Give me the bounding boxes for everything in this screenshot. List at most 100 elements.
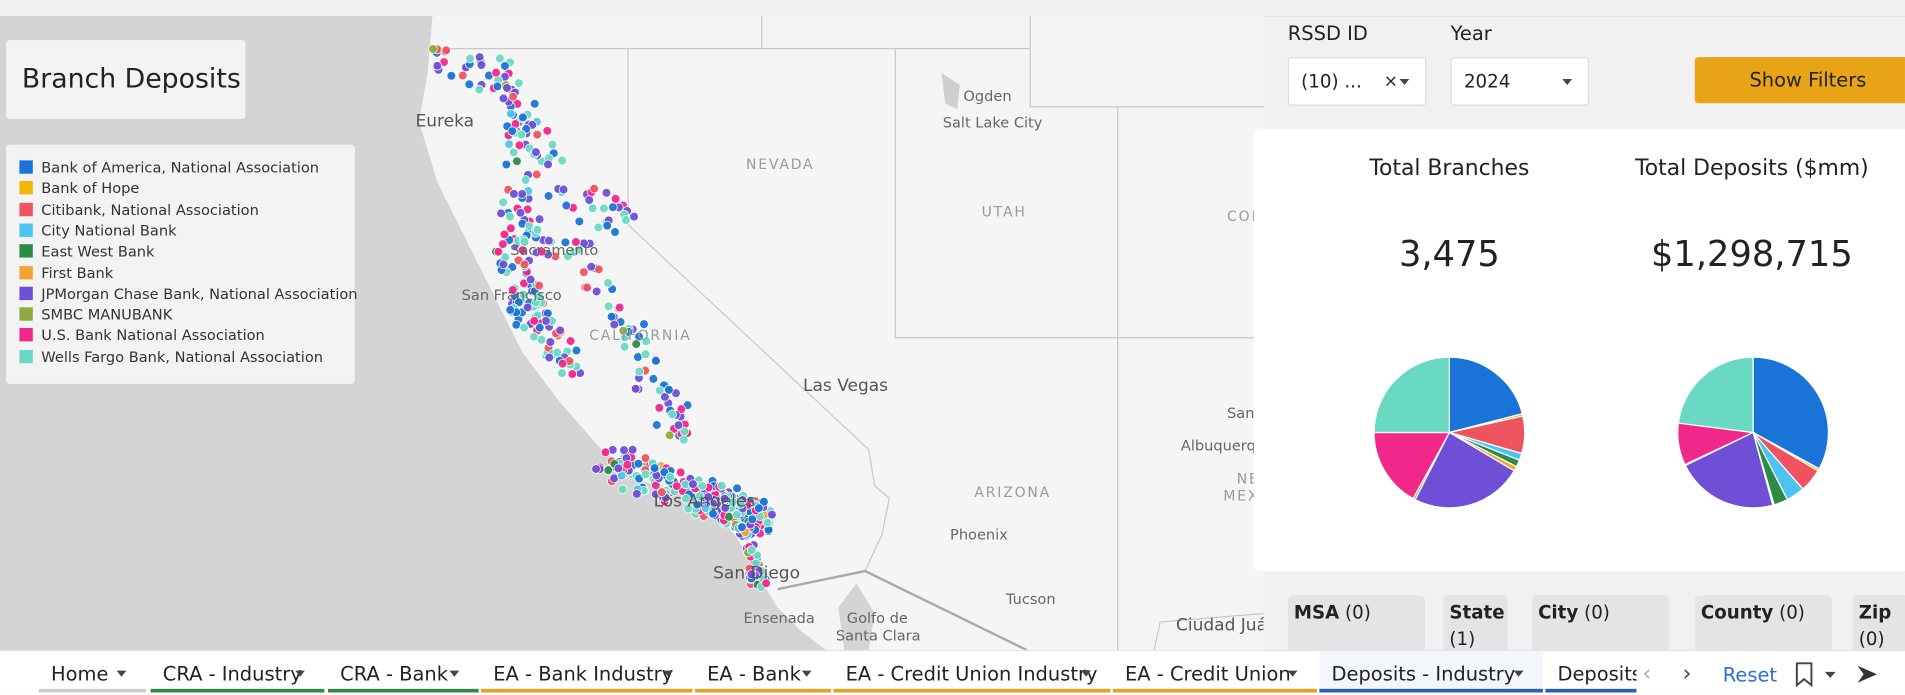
reset-link[interactable]: Reset xyxy=(1722,663,1778,687)
branch-dot xyxy=(524,221,535,231)
branch-dot xyxy=(520,175,531,185)
map-labels: Eureka Sacramento San Francisco NEVADA Ogden… xyxy=(415,88,1263,644)
branch-dot xyxy=(679,435,689,445)
branch-dot xyxy=(589,183,599,194)
filter-card[interactable]: City (0) xyxy=(1531,595,1670,657)
branch-dot xyxy=(641,336,651,347)
tab[interactable]: Deposits xyxy=(1545,651,1637,693)
filter-card[interactable]: MSA (0) xyxy=(1287,595,1426,657)
legend-item: Wells Fargo Bank, National Association xyxy=(19,348,323,365)
pie-slice xyxy=(1448,356,1524,434)
legend-swatch xyxy=(19,265,33,279)
tab-label: CRA - Bank xyxy=(340,662,448,686)
filter-card[interactable]: Zip (0) xyxy=(1852,595,1905,657)
branch-dot xyxy=(586,262,596,272)
branch-dot xyxy=(627,445,638,455)
branch-dot xyxy=(552,347,563,358)
year-select[interactable]: 2024 xyxy=(1450,57,1590,106)
branch-dot xyxy=(649,463,660,473)
legend-item: First Bank xyxy=(19,264,113,281)
branch-dot xyxy=(532,224,543,235)
filter-name: State xyxy=(1449,601,1505,624)
legend-item: U.S. Bank National Association xyxy=(19,327,265,344)
tab[interactable]: EA - Credit Union Industry xyxy=(833,651,1111,693)
branch-dot xyxy=(613,463,624,474)
pie-slice xyxy=(1752,356,1829,470)
branch-dot xyxy=(673,420,684,430)
tab[interactable]: EA - Credit Union xyxy=(1112,651,1317,693)
tab-label: EA - Credit Union xyxy=(1124,662,1291,686)
branch-dot xyxy=(587,203,598,213)
branch-dot xyxy=(667,409,677,420)
map-label: ARIZONA xyxy=(974,485,1051,501)
tab[interactable]: CRA - Bank xyxy=(328,651,479,693)
branch-dot xyxy=(584,195,594,205)
legend-label: Wells Fargo Bank, National Association xyxy=(41,348,323,366)
branch-dot xyxy=(751,558,761,569)
branch-dot xyxy=(614,302,625,313)
filter-card[interactable]: County (0) xyxy=(1694,595,1833,657)
branch-dot xyxy=(593,222,604,233)
map-label: Ciudad Juárez xyxy=(1176,616,1263,636)
tab[interactable]: Home xyxy=(38,651,146,693)
show-filters-button[interactable]: Show Filters xyxy=(1694,57,1905,104)
branch-dot xyxy=(441,45,451,56)
rssd-value: (10) ... xyxy=(1301,70,1362,93)
branch-dot xyxy=(717,480,727,491)
filter-count: (1) xyxy=(1449,628,1476,650)
filter-count: (0) xyxy=(1858,628,1885,650)
rssd-select[interactable]: (10) ... × xyxy=(1287,57,1427,106)
legend-item: East West Bank xyxy=(19,243,155,260)
branch-dot xyxy=(499,229,510,240)
legend-label: SMBC MANUBANK xyxy=(41,306,173,324)
pie-slice xyxy=(1684,431,1774,509)
branch-dot xyxy=(525,274,536,285)
prev-arrow[interactable]: ‹ xyxy=(1642,660,1652,687)
branch-dot xyxy=(542,126,553,136)
pie-slice xyxy=(1373,356,1450,434)
branch-dot xyxy=(506,223,516,234)
branch-dot xyxy=(515,207,526,218)
tab-caret xyxy=(295,670,305,677)
branch-dot xyxy=(602,220,612,231)
branch-dot xyxy=(500,61,510,71)
legend-item: City National Bank xyxy=(19,222,177,240)
branch-dot xyxy=(557,368,567,378)
branch-dot xyxy=(582,282,592,293)
branch-dot xyxy=(657,487,667,497)
branch-dot xyxy=(746,545,757,555)
tab[interactable]: EA - Bank xyxy=(694,651,831,693)
top-strip xyxy=(0,0,1905,18)
branch-dot xyxy=(640,453,651,463)
branch-dot xyxy=(634,366,645,377)
branch-dot xyxy=(621,215,631,225)
branch-dot xyxy=(474,52,485,62)
branch-dot xyxy=(631,339,641,349)
tab[interactable]: Deposits - Industry xyxy=(1319,651,1543,693)
gulf xyxy=(838,583,875,650)
branch-dot xyxy=(543,159,553,170)
branch-dot xyxy=(683,503,693,514)
branch-dot xyxy=(688,479,698,489)
filter-card[interactable]: State (1) xyxy=(1443,595,1508,657)
branch-dot xyxy=(619,341,630,352)
pie-slice xyxy=(1373,431,1451,500)
branch-dot xyxy=(639,319,649,329)
legend-swatch xyxy=(19,160,33,174)
tab[interactable]: EA - Bank Industry xyxy=(481,651,693,693)
next-arrow[interactable]: › xyxy=(1682,660,1692,687)
branch-dot xyxy=(516,129,527,140)
tab[interactable]: CRA - Industry xyxy=(150,651,325,693)
bookmark-button[interactable] xyxy=(1793,661,1842,688)
branch-dot xyxy=(567,369,578,379)
legend-swatch xyxy=(19,349,33,363)
branch-dot xyxy=(591,464,601,474)
filter-name: MSA xyxy=(1293,601,1340,624)
branch-dot xyxy=(724,512,734,522)
clear-icon[interactable]: × xyxy=(1383,71,1399,92)
branch-dot xyxy=(428,44,438,54)
map-label: UTAH xyxy=(982,204,1027,220)
legend-swatch xyxy=(19,328,33,342)
legend-label: City National Bank xyxy=(41,222,177,240)
branch-dot xyxy=(505,211,515,222)
